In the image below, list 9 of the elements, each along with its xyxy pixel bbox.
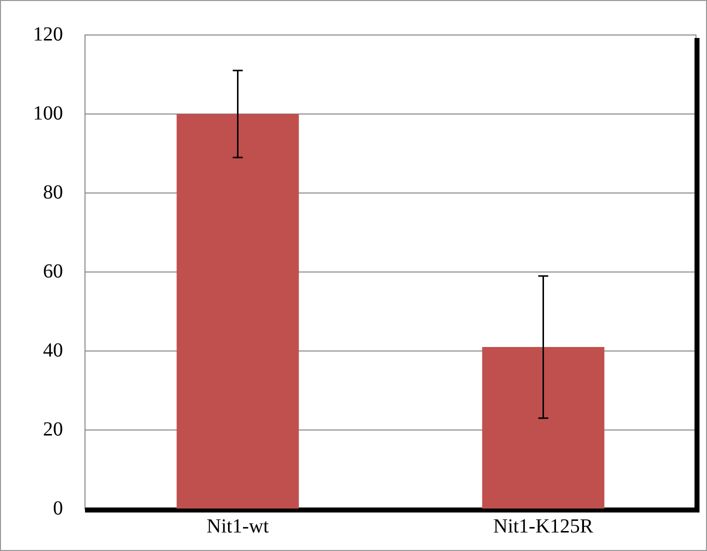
y-tick-label: 100 [33, 102, 63, 124]
y-tick-label: 20 [43, 418, 63, 440]
x-tick-label: Nit1-wt [206, 515, 270, 538]
y-tick-label: 60 [43, 260, 63, 282]
y-tick-label: 80 [43, 181, 63, 204]
y-tick-label: 40 [43, 339, 63, 362]
x-tick-label: Nit1-K125R [493, 515, 594, 538]
y-tick-label: 120 [33, 23, 63, 46]
y-tick-label: 0 [53, 497, 63, 520]
